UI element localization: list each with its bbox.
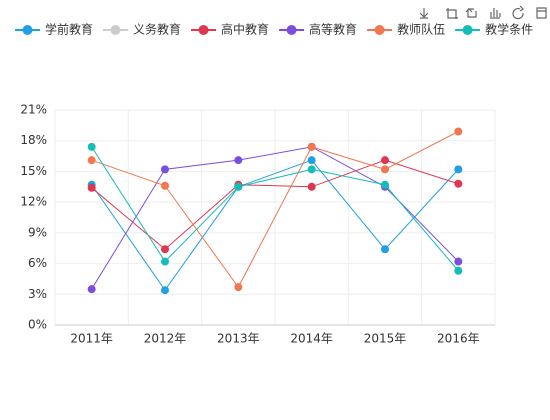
tool-back[interactable] bbox=[465, 8, 477, 18]
point bbox=[307, 142, 316, 151]
point bbox=[381, 165, 389, 174]
point bbox=[454, 127, 463, 136]
legend-marker[interactable] bbox=[286, 25, 297, 35]
legend-label[interactable]: 教学条件 bbox=[485, 22, 533, 37]
point bbox=[87, 183, 96, 192]
y-tick-label: 3% bbox=[28, 287, 47, 301]
point bbox=[307, 165, 316, 174]
point bbox=[234, 156, 243, 165]
series-line bbox=[91, 131, 459, 289]
legend-label[interactable]: 学前教育 bbox=[45, 22, 93, 37]
point bbox=[307, 156, 316, 165]
tool-restore[interactable] bbox=[512, 5, 524, 20]
point bbox=[87, 142, 96, 151]
legend-label[interactable]: 高中教育 bbox=[221, 22, 269, 37]
point bbox=[161, 181, 169, 190]
point bbox=[454, 266, 463, 275]
x-tick-label: 2012年 bbox=[144, 332, 187, 346]
x-tick-label: 2016年 bbox=[437, 332, 480, 346]
point bbox=[381, 156, 389, 165]
point bbox=[161, 286, 169, 295]
point bbox=[87, 156, 96, 165]
series-line bbox=[91, 159, 459, 250]
legend-marker[interactable] bbox=[22, 25, 33, 35]
y-tick-label: 21% bbox=[20, 103, 47, 117]
point bbox=[161, 257, 169, 266]
legend-marker[interactable] bbox=[110, 25, 121, 35]
y-tick-label: 12% bbox=[20, 195, 47, 209]
toolbox[interactable] bbox=[419, 5, 547, 20]
y-tick-label: 9% bbox=[28, 225, 47, 239]
legend-marker[interactable] bbox=[462, 25, 473, 35]
point bbox=[454, 257, 463, 266]
point bbox=[454, 165, 463, 174]
legend-label[interactable]: 高等教育 bbox=[309, 22, 357, 37]
point bbox=[161, 165, 169, 174]
tool-zoom[interactable] bbox=[446, 8, 458, 19]
x-tick-label: 2014年 bbox=[290, 332, 333, 346]
series-line bbox=[91, 146, 459, 272]
point bbox=[454, 179, 463, 188]
tool-bar[interactable] bbox=[490, 8, 501, 19]
point bbox=[381, 180, 389, 189]
point bbox=[234, 283, 243, 292]
series-line bbox=[91, 159, 459, 292]
y-tick-label: 15% bbox=[20, 164, 47, 178]
tool-data[interactable] bbox=[536, 7, 547, 19]
point bbox=[234, 182, 243, 191]
x-tick-label: 2013年 bbox=[217, 332, 260, 346]
x-tick-label: 2011年 bbox=[70, 332, 113, 346]
x-tick-label: 2015年 bbox=[364, 332, 407, 346]
point bbox=[381, 245, 389, 254]
y-tick-label: 6% bbox=[28, 256, 47, 270]
tool-save[interactable] bbox=[419, 8, 429, 19]
y-tick-label: 0% bbox=[28, 318, 47, 332]
y-tick-label: 18% bbox=[20, 133, 47, 147]
legend-marker[interactable] bbox=[198, 25, 209, 35]
point bbox=[161, 245, 169, 254]
point bbox=[307, 182, 316, 191]
legend-label[interactable]: 义务教育 bbox=[133, 22, 181, 37]
point bbox=[87, 285, 96, 294]
legend-label[interactable]: 教师队伍 bbox=[397, 22, 445, 37]
legend-marker[interactable] bbox=[374, 25, 385, 35]
